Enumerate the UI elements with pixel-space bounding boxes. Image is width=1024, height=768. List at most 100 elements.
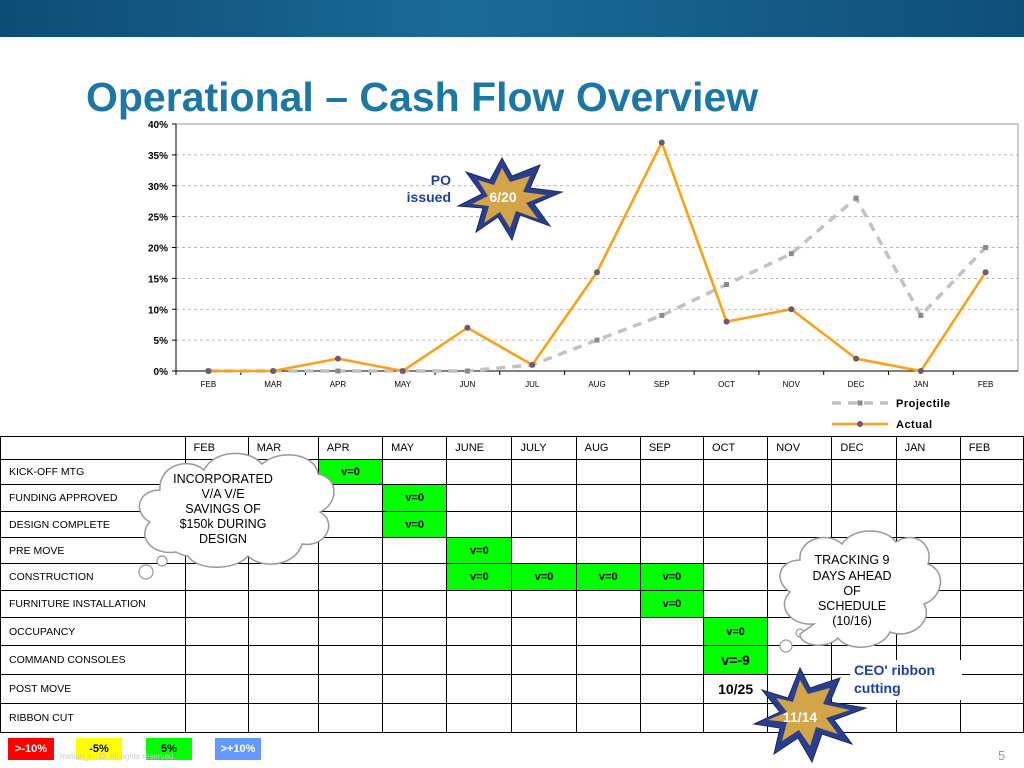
schedule-cell [446, 703, 513, 733]
month-header: JAN [895, 436, 961, 460]
schedule-cell [767, 617, 833, 646]
schedule-cell [446, 645, 513, 675]
schedule-cell [767, 459, 833, 485]
schedule-cell: v=0 [639, 563, 705, 591]
month-header: FEB [184, 436, 249, 460]
schedule-cell [575, 703, 641, 733]
series-point-projectile [853, 195, 859, 201]
schedule-cell [831, 674, 897, 704]
chart-series [205, 139, 989, 374]
schedule-cell [446, 511, 513, 538]
schedule-cell [247, 590, 319, 618]
schedule-cell [317, 674, 384, 704]
series-point-actual [399, 368, 406, 374]
schedule-row: POST MOVE 10/25 [0, 674, 1024, 704]
schedule-cell [511, 511, 577, 538]
schedule-cell [959, 484, 1024, 512]
schedule-cell [895, 537, 961, 564]
schedule-cell [575, 459, 641, 485]
task-label: COMMAND CONSOLES [0, 645, 186, 675]
month-header: JULY [511, 436, 577, 460]
y-tick-label: 10% [148, 305, 168, 316]
schedule-cell [382, 645, 448, 675]
schedule-cell [184, 617, 249, 646]
chart-legend: Projectile Actual [832, 398, 950, 431]
legend-marker [857, 400, 863, 406]
month-header: JUNE [446, 436, 513, 460]
schedule-cell [317, 511, 384, 538]
schedule-cell [247, 645, 319, 675]
schedule-row: FUNDING APPROVED v=0 [0, 484, 1024, 512]
schedule-cell [575, 590, 641, 618]
series-point-projectile [983, 245, 989, 250]
header-bar [0, 0, 1024, 37]
month-header: MAY [382, 436, 448, 460]
task-label: FUNDING APPROVED [0, 484, 186, 512]
schedule-table: FEB MAR APR MAY JUNE JULY AUG SEP OCT NOV DEC JAN FE… [0, 436, 1024, 733]
schedule-cell [639, 645, 705, 675]
schedule-cell [895, 590, 961, 618]
po-note-line2: issued [407, 189, 451, 205]
schedule-cell [511, 703, 577, 733]
schedule-cell [247, 484, 319, 512]
task-label: RIBBON CUT [0, 703, 186, 733]
series-point-actual [464, 324, 471, 331]
status-chip: 5% [146, 738, 192, 760]
series-point-actual [334, 355, 341, 362]
schedule-cell [767, 563, 833, 591]
schedule-cell [511, 645, 577, 675]
schedule-cell [959, 590, 1024, 618]
legend-label-actual: Actual [896, 419, 933, 431]
month-header: OCT [703, 436, 769, 460]
footer-copyright: mation_r... D. All rights reserved. [60, 752, 176, 761]
schedule-cell [184, 645, 249, 675]
schedule-cell [247, 563, 319, 591]
series-point-projectile [918, 312, 924, 318]
schedule-row: DESIGN COMPLETE v=0 [0, 511, 1024, 538]
schedule-cell [767, 537, 833, 564]
schedule-cell [767, 484, 833, 512]
schedule-cell [895, 617, 961, 646]
schedule-cell [767, 674, 833, 704]
schedule-cell [895, 484, 961, 512]
schedule-cell [959, 617, 1024, 646]
series-point-projectile [659, 312, 665, 318]
schedule-cell [831, 511, 897, 538]
y-tick-label: 30% [148, 182, 168, 193]
schedule-cell [895, 563, 961, 591]
schedule-cell [382, 563, 448, 591]
task-label: CONSTRUCTION [0, 563, 186, 591]
month-header: AUG [575, 436, 641, 460]
schedule-cell [767, 590, 833, 618]
x-tick-label: FEB [978, 380, 994, 389]
schedule-cell: v=-9 [703, 645, 769, 675]
schedule-cell [184, 703, 249, 733]
schedule-cell [382, 459, 448, 485]
month-header: NOV [767, 436, 833, 460]
task-label: DESIGN COMPLETE [0, 511, 186, 538]
header-blank-cell [0, 436, 186, 460]
status-chip: -5% [76, 738, 122, 760]
schedule-cell [184, 563, 249, 591]
x-tick-label: MAR [264, 380, 282, 389]
task-label: KICK-OFF MTG [0, 459, 186, 485]
schedule-cell [703, 703, 769, 733]
schedule-cell [184, 511, 249, 538]
po-burst-shape: 6/20 [456, 156, 564, 242]
task-label: OCCUPANCY [0, 617, 186, 646]
schedule-cell [184, 537, 249, 564]
series-point-projectile [335, 368, 341, 374]
schedule-cell [831, 537, 897, 564]
schedule-cell [575, 645, 641, 675]
schedule-cell [895, 674, 961, 704]
series-point-actual [529, 361, 536, 368]
y-tick-label: 35% [148, 151, 168, 162]
schedule-cell [895, 459, 961, 485]
schedule-cell [446, 590, 513, 618]
schedule-row: PRE MOVE v=0 [0, 537, 1024, 564]
schedule-row: KICK-OFF MTG v=0 [0, 459, 1024, 485]
schedule-cell [959, 537, 1024, 564]
schedule-cell: v=0 [639, 590, 705, 618]
schedule-cell: v=0 [317, 459, 384, 485]
series-point-actual [658, 139, 665, 146]
